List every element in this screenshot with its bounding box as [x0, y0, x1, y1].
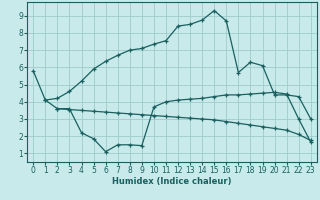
X-axis label: Humidex (Indice chaleur): Humidex (Indice chaleur) — [112, 177, 232, 186]
